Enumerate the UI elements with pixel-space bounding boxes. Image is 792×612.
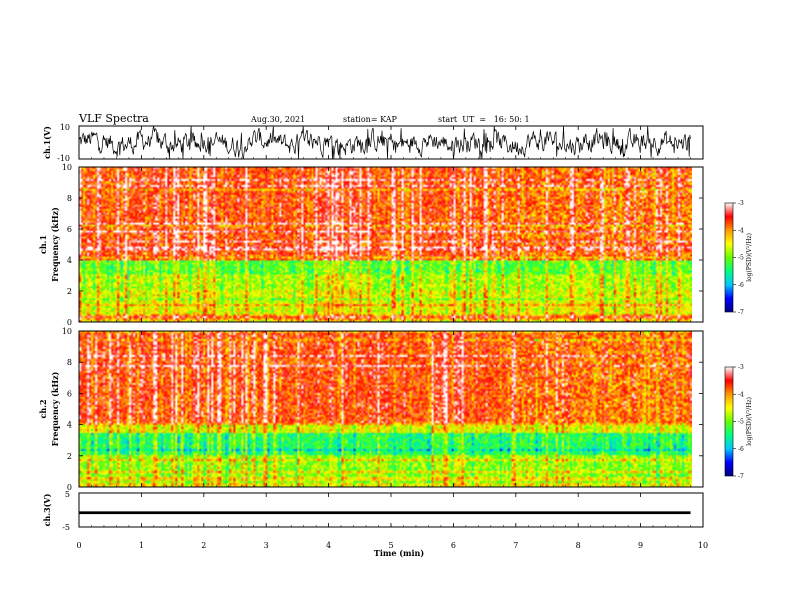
ch3-waveform-frame [78,492,704,528]
ch2-colorbar-tick-label--3: -3 [738,364,744,371]
ch1-spectrogram-ytick-label-0: 0 [67,318,72,327]
date-label: Aug.30, 2021 [250,115,305,124]
ch3-waveform-ylabel: ch.3(V) [42,493,52,526]
ch1-colorbar-tick-label--4: -4 [738,227,744,234]
ch3-ytick-top: 5 [65,490,70,499]
ch2-colorbar-tick-label--5: -5 [738,419,744,426]
xtick-label-6: 6 [451,541,456,550]
start-time-label: start UT = 16: 50: 1 [438,115,530,124]
ch2-colorbar: -3 -4 -5 -6 -7 log(PSD)(V²/Hz) [724,364,753,480]
ch2-colorbar-label: log(PSD)(V²/Hz) [746,397,753,446]
xtick-label-3: 3 [264,541,269,550]
ch2-spectrogram-ylabel-channel: ch.2 [38,399,48,418]
ch1-spectrogram-ytick-label-4: 4 [67,256,72,265]
ch2-spectrogram-panel: 0 2 4 6 8 10 ch.2 Frequency (kHz) [38,327,704,492]
ch2-spectrogram-ytick-label-10: 10 [62,327,72,336]
xtick-label-0: 0 [76,541,81,550]
ch1-spectrogram-ylabel-frequency: Frequency (kHz) [50,207,60,282]
station-label: station= KAP [343,115,398,124]
xtick-label-2: 2 [201,541,206,550]
ch2-spectrogram-ytick-label-8: 8 [67,358,72,367]
ch1-waveform-ylabel: ch.1(V) [42,126,52,159]
xtick-label-4: 4 [326,541,331,550]
ch2-spectrogram-ylabel-frequency: Frequency (kHz) [50,371,60,446]
xtick-label-5: 5 [388,541,393,550]
ch1-ytick-top: 10 [60,123,70,132]
xtick-label-7: 7 [513,541,518,550]
ch1-colorbar-tick-label--6: -6 [738,282,744,289]
xtick-label-8: 8 [576,541,581,550]
ch2-colorbar-tick-label--4: -4 [738,391,744,398]
ch2-spectrogram-ytick-label-0: 0 [67,483,72,492]
ch1-colorbar-tick-label--5: -5 [738,255,744,262]
xtick-label-9: 9 [638,541,643,550]
ch1-spectrogram-ytick-label-10: 10 [62,163,72,172]
ch1-spectrogram-ytick-label-8: 8 [67,194,72,203]
ch2-colorbar-tick-label--7: -7 [738,473,744,480]
ch1-spectrogram-ylabel-channel: ch.1 [38,235,48,254]
xtick-label-1: 1 [139,541,144,550]
ch2-spectrogram-image [79,331,692,487]
figure-title: VLF Spectra [78,112,149,125]
ch1-colorbar-tick-label--3: -3 [738,200,744,207]
ch1-colorbar-label: log(PSD)(V²/Hz) [746,233,753,282]
ch1-colorbar: -3 -4 -5 -6 -7 log(PSD)(V²/Hz) [724,200,753,316]
ch1-spectrogram-panel: 0 2 4 6 8 10 ch.1 Frequency (kHz) [38,163,704,327]
ch1-spectrogram-image [79,167,692,322]
ch1-colorbar-tick-label--7: -7 [738,309,744,316]
ch1-waveform-trace [78,125,691,160]
ch2-spectrogram-ytick-label-6: 6 [67,389,72,398]
x-axis-label: Time (min) [374,548,424,558]
ch3-waveform-panel: 5 -5 ch.3(V) 0 1 2 3 4 5 6 7 8 9 10 Time (min) [42,126,708,558]
ch1-ytick-bottom: -10 [57,154,70,163]
ch1-spectrogram-ytick-label-6: 6 [67,225,72,234]
ch2-spectrogram-ytick-label-2: 2 [67,452,72,461]
xtick-label-10: 10 [698,541,708,550]
ch1-spectrogram-ytick-label-2: 2 [67,287,72,296]
ch2-colorbar-tick-label--6: -6 [738,446,744,453]
ch1-colorbar-gradient [724,202,734,313]
ch2-spectrogram-ytick-label-4: 4 [67,421,72,430]
ch3-ytick-bottom: -5 [62,523,70,532]
ch1-waveform-frame [78,125,704,160]
ch2-colorbar-gradient [724,366,734,477]
ch3-waveform-trace [79,511,691,515]
